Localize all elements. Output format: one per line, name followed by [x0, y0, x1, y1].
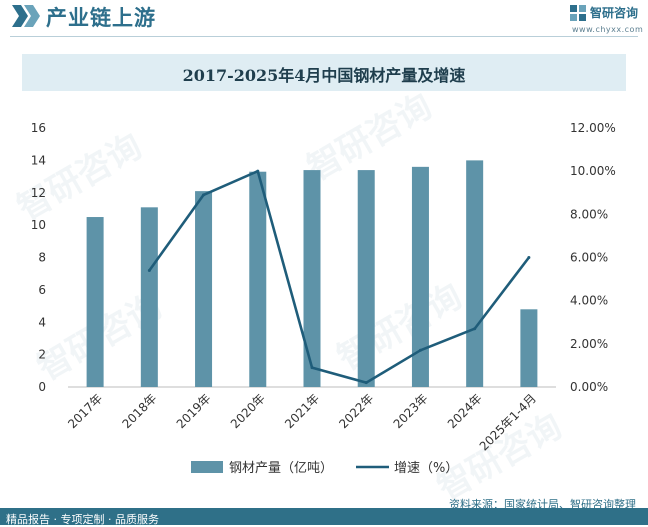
bar: [86, 217, 104, 387]
bar: [520, 309, 538, 387]
x-tick-label: 2025年1-4月: [477, 391, 539, 453]
legend-label-bar: 钢材产量（亿吨）: [229, 461, 333, 476]
x-tick-label: 2022年: [336, 391, 376, 431]
bar: [466, 160, 484, 387]
y-left-tick-label: 4: [38, 315, 46, 329]
y-right-tick-label: 8.00%: [570, 207, 608, 221]
logo-icon: [570, 5, 586, 21]
line-point: [473, 327, 477, 331]
x-tick-label: 2018年: [119, 391, 159, 431]
line-point: [418, 348, 422, 352]
y-left-tick-label: 10: [31, 218, 46, 232]
bar: [303, 170, 321, 387]
footer-bar: [0, 508, 648, 525]
x-tick-label: 2023年: [391, 391, 431, 431]
line-point: [527, 256, 531, 259]
footer-tagline: 精品报告 · 专项定制 · 品质服务: [6, 513, 159, 526]
y-left-tick-label: 8: [38, 251, 46, 265]
header: 产业链上游 智研咨询 www.chyxx.com: [0, 0, 648, 44]
bar: [195, 191, 213, 387]
bar: [357, 170, 375, 387]
line-point: [202, 193, 206, 197]
y-right-tick-label: 6.00%: [570, 251, 608, 265]
x-tick-label: 2017年: [65, 391, 105, 431]
y-right-tick-label: 0.00%: [570, 380, 608, 394]
source-note: 资料来源：国家统计局、智研咨询整理: [449, 498, 636, 511]
y-right-tick-label: 2.00%: [570, 337, 608, 351]
x-tick-label: 2020年: [228, 391, 268, 431]
y-left-tick-label: 2: [38, 348, 46, 362]
y-right-tick-label: 12.00%: [570, 121, 616, 135]
x-tick-label: 2021年: [282, 391, 322, 431]
line-point: [310, 366, 314, 370]
line-point: [364, 381, 368, 385]
y-left-tick-label: 0: [38, 380, 46, 394]
bar: [140, 207, 158, 387]
chart-title-band: 2017-2025年4月中国钢材产量及增速: [22, 54, 626, 91]
logo-name: 智研咨询: [590, 6, 639, 20]
bar: [411, 166, 429, 387]
section-title: 产业链上游: [46, 6, 156, 30]
header-divider: [10, 36, 638, 37]
line-point: [256, 169, 260, 173]
y-left-tick-label: 6: [38, 283, 46, 297]
y-left-tick-label: 14: [31, 153, 46, 167]
growth-line: [148, 169, 530, 384]
x-tick-label: 2024年: [445, 391, 485, 431]
chart-title: 2017-2025年4月中国钢材产量及增速: [182, 66, 466, 85]
x-tick-label: 2019年: [174, 391, 214, 431]
bar: [249, 171, 267, 387]
y-right-tick-label: 4.00%: [570, 294, 608, 308]
legend-swatch-bar: [191, 461, 223, 473]
double-chevron-icon: [12, 5, 40, 27]
y-left-tick-label: 16: [31, 121, 46, 135]
line-point: [147, 268, 151, 272]
chart: 0 2 4 6 8 10 12 14 16 0.00% 2.00% 4.00% 6.00% 8.00% 10…: [31, 121, 616, 476]
legend-label-line: 增速（%）: [394, 461, 458, 476]
y-right-tick-label: 10.00%: [570, 164, 616, 178]
logo-url: www.chyxx.com: [572, 25, 644, 34]
y-left-tick-label: 12: [31, 186, 46, 200]
